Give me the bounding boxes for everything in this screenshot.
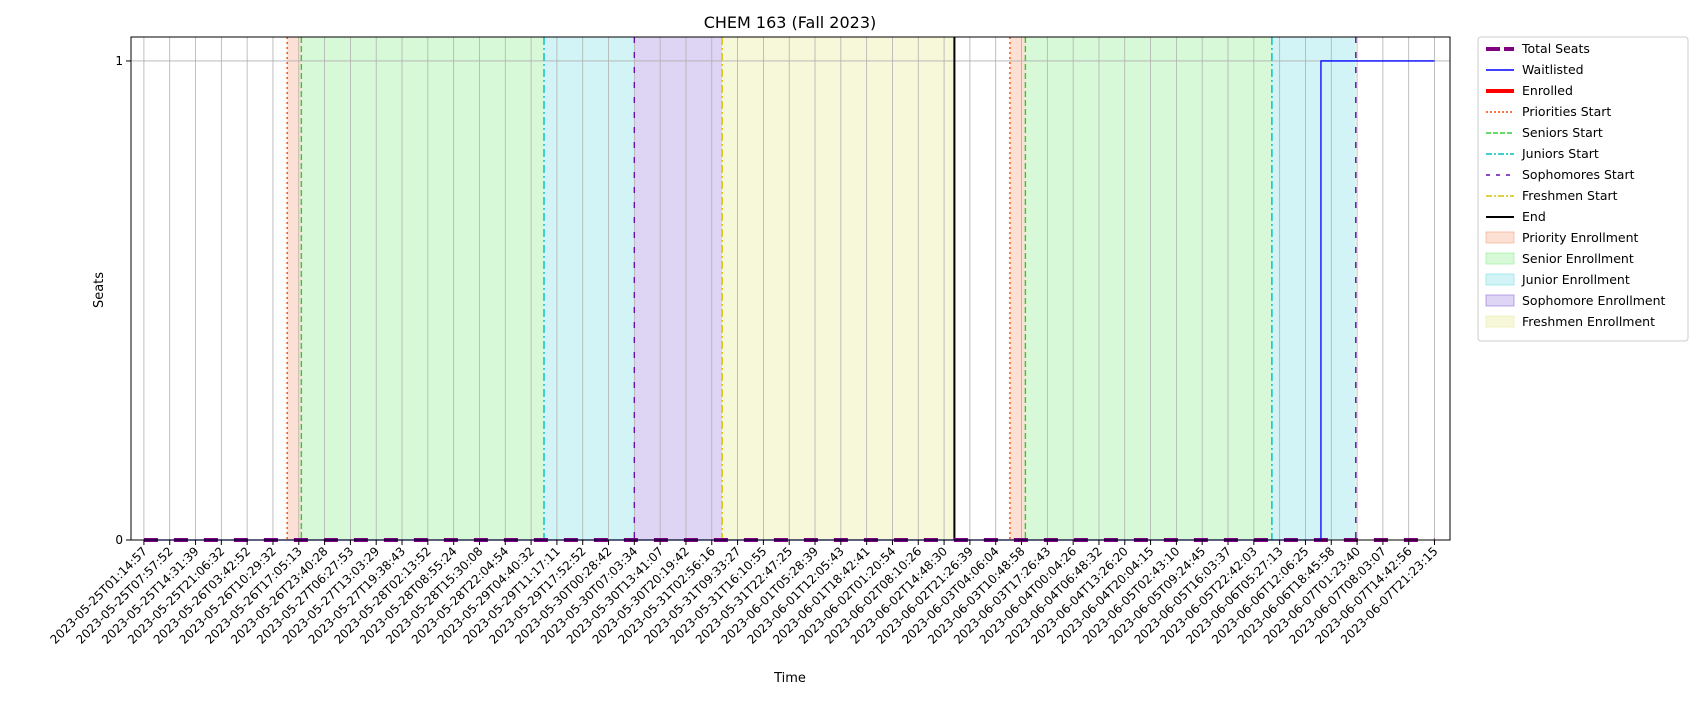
legend-label: Waitlisted bbox=[1522, 62, 1584, 77]
legend-swatch-junior-enrollment bbox=[1485, 273, 1515, 286]
x-axis-label: Time bbox=[773, 671, 806, 686]
span-priority-enrollment-0 bbox=[287, 37, 302, 540]
y-tick-label: 1 bbox=[115, 54, 123, 68]
plot-area: 012023-05-25T01:14:572023-05-25T07:57:52… bbox=[48, 36, 1451, 647]
legend: Total Seats Waitlisted Enrolled Priorities … bbox=[1477, 36, 1689, 342]
legend-label: Seniors Start bbox=[1522, 125, 1603, 140]
span-senior-enrollment-1 bbox=[1025, 37, 1272, 540]
legend-swatch-freshmen-enrollment bbox=[1485, 315, 1515, 328]
legend-label: Freshmen Enrollment bbox=[1522, 314, 1655, 329]
span-freshmen-enrollment-0 bbox=[722, 37, 955, 540]
legend-swatch-senior-enrollment bbox=[1485, 252, 1515, 265]
legend-label: Enrolled bbox=[1522, 83, 1573, 98]
legend-label: Juniors Start bbox=[1521, 146, 1599, 161]
legend-label: Total Seats bbox=[1521, 41, 1590, 56]
legend-label: Priority Enrollment bbox=[1522, 230, 1639, 245]
legend-box bbox=[1477, 36, 1689, 342]
span-senior-enrollment-0 bbox=[301, 37, 544, 540]
chart-title: CHEM 163 (Fall 2023) bbox=[704, 13, 877, 32]
legend-label: Sophomore Enrollment bbox=[1522, 293, 1666, 308]
span-priority-enrollment-1 bbox=[1009, 37, 1026, 540]
span-sophomore-enrollment-0 bbox=[634, 37, 723, 540]
legend-label: Freshmen Start bbox=[1522, 188, 1618, 203]
legend-label: End bbox=[1522, 209, 1546, 224]
span-junior-enrollment-1 bbox=[1271, 37, 1356, 540]
y-tick-label: 0 bbox=[115, 533, 123, 547]
legend-label: Priorities Start bbox=[1522, 104, 1611, 119]
legend-label: Sophomores Start bbox=[1522, 167, 1635, 182]
legend-label: Senior Enrollment bbox=[1522, 251, 1634, 266]
plot-frame bbox=[130, 36, 1451, 541]
legend-swatch-sophomore-enrollment bbox=[1485, 294, 1515, 307]
y-axis-label: Seats bbox=[92, 272, 107, 308]
legend-label: Junior Enrollment bbox=[1521, 272, 1630, 287]
span-junior-enrollment-0 bbox=[543, 37, 635, 540]
legend-swatch-priority-enrollment bbox=[1485, 231, 1515, 244]
